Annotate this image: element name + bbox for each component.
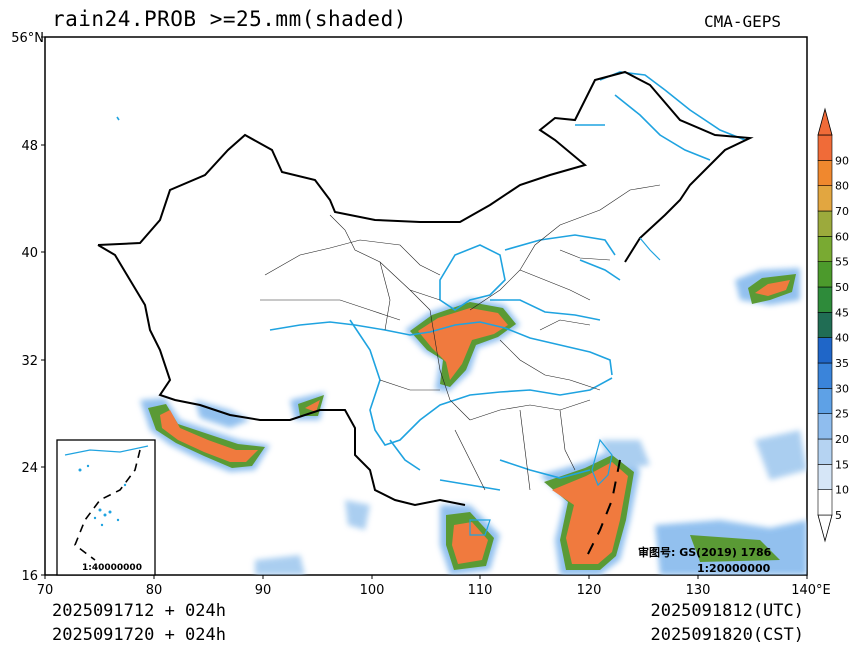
colorbar-swatch: [817, 134, 833, 161]
lat-tick-label: 24: [21, 461, 38, 476]
approval-label: 审图号: GS(2019) 1786: [638, 545, 772, 559]
colorbar-lower-arrow: [817, 514, 833, 543]
init-time-cst: 2025091720 + 024h: [52, 625, 226, 645]
colorbar-upper-arrow: [817, 107, 833, 136]
colorbar-label: 80: [835, 180, 849, 193]
valid-time-cst: 2025091820(CST): [650, 625, 804, 645]
map-scale-label: 1:20000000: [697, 562, 771, 575]
colorbar-swatch: [817, 210, 833, 237]
coastline-layer: [469, 237, 661, 536]
chart-title: rain24.PROB >=25.mm(shaded): [52, 7, 407, 31]
lat-tick-label: 32: [21, 354, 38, 369]
colorbar-swatch: [817, 236, 833, 262]
lon-tick-label: 110: [468, 583, 493, 598]
colorbar-label: 25: [835, 408, 849, 421]
colorbar-swatch: [817, 286, 833, 313]
lon-tick-label: 100: [360, 583, 385, 598]
lon-tick-label: 90: [255, 583, 272, 598]
valid-time-utc: 2025091812(UTC): [650, 601, 804, 621]
colorbar-label: 50: [835, 281, 849, 294]
province-boundaries: [260, 184, 661, 491]
colorbar-label: 55: [835, 256, 849, 269]
init-time-utc: 2025091712 + 024h: [52, 601, 226, 621]
lon-tick-label: 80: [146, 583, 163, 598]
model-source-label: CMA-GEPS: [704, 12, 782, 31]
colorbar: 5 10 15 20 25 30 35 40 45 50 55 60 70 80 90: [817, 107, 849, 543]
colorbar-swatch: [817, 185, 833, 212]
colorbar-swatch: [817, 261, 833, 288]
national-border: [97, 70, 754, 263]
lat-tick-label: 16: [21, 569, 38, 584]
colorbar-label: 5: [835, 509, 842, 522]
colorbar-swatch: [817, 337, 833, 364]
lon-tick-label: 140°E: [791, 583, 831, 598]
lat-tick-label: 40: [21, 246, 38, 261]
south-china-sea-inset: 1:40000000: [56, 439, 156, 576]
colorbar-label: 60: [835, 230, 849, 243]
axis-ticks: [41, 36, 808, 579]
colorbar-label: 40: [835, 332, 849, 345]
lon-tick-label: 130: [686, 583, 711, 598]
inset-scale-label: 1:40000000: [82, 563, 142, 573]
colorbar-swatch: [817, 362, 833, 389]
colorbar-swatch: [817, 388, 833, 414]
lon-tick-label: 70: [37, 583, 54, 598]
colorbar-label: 30: [835, 382, 849, 395]
colorbar-label: 20: [835, 433, 849, 446]
lat-tick-label: 56°N: [11, 31, 44, 46]
colorbar-label: 15: [835, 458, 849, 471]
lat-tick-label: 48: [21, 139, 38, 154]
longitude-labels: 70 80 90 100 110 120 130 140°E: [37, 583, 831, 598]
colorbar-label: 45: [835, 306, 849, 319]
lon-tick-label: 120: [577, 583, 602, 598]
prob-shading-layer: [140, 268, 807, 575]
colorbar-swatch: [817, 160, 833, 186]
colorbar-swatch: [817, 413, 833, 440]
colorbar-label: 70: [835, 205, 849, 218]
map-figure: 1:40000000 审图号: GS(2019) 1786 1:20000000…: [11, 31, 849, 598]
colorbar-label: 90: [835, 154, 849, 167]
colorbar-swatch: [817, 438, 833, 465]
latitude-labels: 16 24 32 40 48 56°N: [11, 31, 44, 584]
colorbar-label: 10: [835, 484, 849, 497]
colorbar-swatch: [817, 464, 833, 490]
colorbar-swatch: [817, 489, 833, 516]
colorbar-swatch: [817, 312, 833, 338]
rivers-layer: [116, 71, 746, 491]
colorbar-label: 35: [835, 357, 849, 370]
